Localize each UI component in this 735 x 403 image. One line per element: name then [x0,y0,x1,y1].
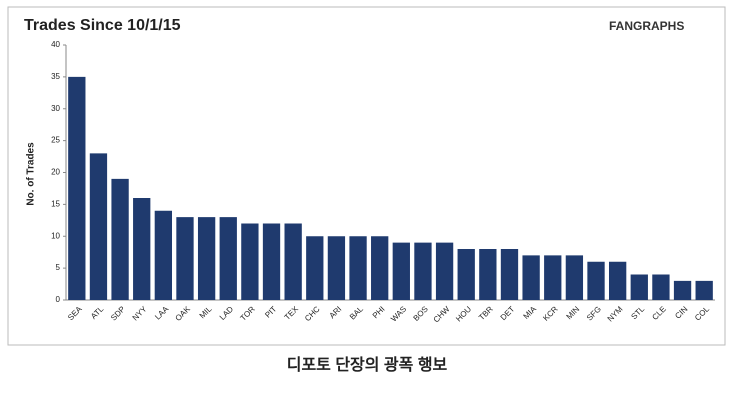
bar [241,223,259,300]
y-tick-label: 40 [51,40,60,49]
bar [262,223,281,300]
bar [544,255,562,300]
caption: 디포토 단장의 광폭 행보 [287,355,448,374]
bar [197,217,216,300]
y-tick-label: 15 [51,199,60,208]
bar [371,236,389,300]
bar [111,178,129,300]
bar [695,280,713,300]
bar [89,153,108,300]
y-tick-label: 35 [51,72,60,81]
bar [630,274,648,300]
bar [154,210,173,300]
bar [565,255,584,300]
bar [457,249,475,300]
bar [652,274,670,300]
logo: FANGRAPHS [609,19,684,33]
bar [608,261,627,300]
bar [673,280,692,300]
bar [68,76,86,300]
bar [219,217,237,300]
bar [500,249,519,300]
bar [284,223,302,300]
bar [392,242,410,300]
bar [479,249,497,300]
y-tick-label: 10 [51,231,60,240]
chart-title: Trades Since 10/1/15 [24,17,181,34]
bar [587,261,605,300]
bar [176,217,194,300]
y-tick-label: 0 [56,295,61,304]
y-tick-label: 25 [51,136,60,145]
y-tick-label: 5 [56,263,61,272]
bar [522,255,540,300]
y-axis-label: No. of Trades [26,142,37,206]
bar [435,242,454,300]
bar [306,236,324,300]
y-tick-label: 30 [51,104,60,113]
bar [133,198,151,300]
bar [414,242,432,300]
y-tick-label: 20 [51,168,60,177]
bar [349,236,367,300]
bar [327,236,346,300]
